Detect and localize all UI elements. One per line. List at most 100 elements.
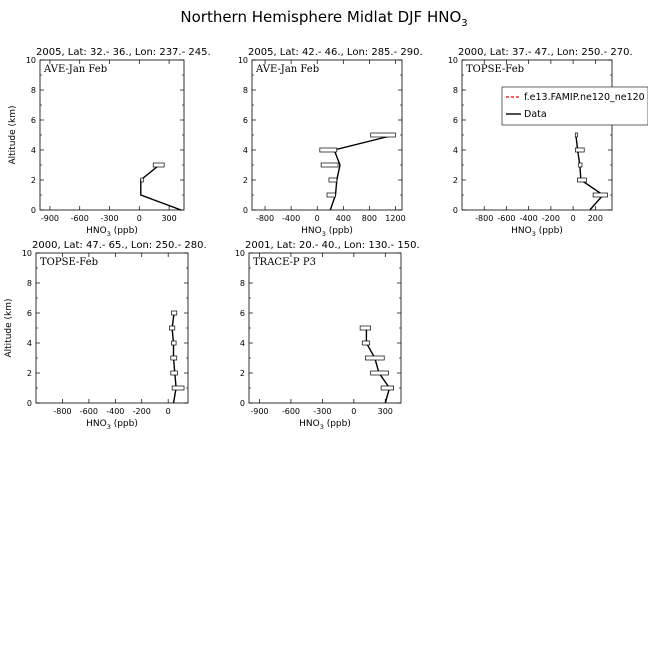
x-axis-label: HNO3 (ppb) bbox=[299, 419, 351, 431]
y-tick-label: 2 bbox=[31, 176, 36, 185]
y-tick-label: 6 bbox=[27, 309, 32, 318]
x-axis-label-main: HNO bbox=[86, 226, 107, 236]
y-tick-label: 8 bbox=[27, 279, 32, 288]
legend: f.e13.FAMIP.ne120_ne120 Data bbox=[501, 86, 648, 126]
plot-frame bbox=[461, 59, 613, 211]
panel-label: TRACE-P P3 bbox=[253, 257, 316, 268]
x-tick-label: -400 bbox=[520, 214, 538, 223]
x-tick-label: -300 bbox=[313, 407, 331, 416]
y-tick-label: 0 bbox=[240, 399, 245, 408]
panel-4: 2000, Lat: 47.- 65., Lon: 250.- 280. TOPS… bbox=[4, 240, 207, 431]
x-tick-label: -600 bbox=[497, 214, 515, 223]
data-range-box bbox=[370, 370, 389, 376]
y-tick-label: 6 bbox=[453, 116, 458, 125]
data-range-box bbox=[319, 147, 338, 153]
x-axis-label-sub: 3 bbox=[532, 230, 536, 238]
data-range-box bbox=[574, 132, 578, 138]
x-tick-label: -900 bbox=[250, 407, 268, 416]
data-line bbox=[365, 328, 391, 404]
data-line bbox=[329, 134, 395, 211]
y-tick-label: 4 bbox=[240, 339, 245, 348]
data-range-box bbox=[370, 132, 396, 138]
data-range-box bbox=[359, 325, 371, 331]
data-range-box bbox=[361, 340, 370, 346]
y-tick-label: 6 bbox=[240, 309, 245, 318]
figure-title: Northern Hemisphere Midlat DJF HNO3 bbox=[180, 8, 467, 29]
panels: 2005, Lat: 32.- 36., Lon: 237.- 245. AVE-… bbox=[4, 47, 633, 431]
x-tick-label: -800 bbox=[256, 214, 274, 223]
y-tick-label: 8 bbox=[453, 86, 458, 95]
panel-label: AVE-Jan Feb bbox=[43, 64, 107, 75]
plot-frame bbox=[248, 252, 402, 404]
x-tick-label: -200 bbox=[133, 407, 151, 416]
x-axis-label-unit: (ppb) bbox=[536, 226, 563, 236]
y-tick-label: 4 bbox=[27, 339, 32, 348]
data-range-box bbox=[140, 177, 144, 183]
y-tick-label: 8 bbox=[243, 86, 248, 95]
panel-title: 2000, Lat: 47.- 65., Lon: 250.- 280. bbox=[32, 240, 207, 251]
data-range-box bbox=[380, 385, 395, 391]
x-tick-label: -900 bbox=[41, 214, 59, 223]
x-tick-label: 0 bbox=[166, 407, 171, 416]
y-tick-label: 6 bbox=[31, 116, 36, 125]
x-axis-label-unit: (ppb) bbox=[111, 419, 138, 429]
x-tick-label: -600 bbox=[80, 407, 98, 416]
data-range-box bbox=[171, 310, 178, 316]
y-tick-label: 0 bbox=[453, 206, 458, 215]
x-tick-label: -200 bbox=[542, 214, 560, 223]
legend-model-label: f.e13.FAMIP.ne120_ne120 bbox=[524, 92, 645, 103]
plot-frame bbox=[39, 59, 185, 211]
x-tick-label: 300 bbox=[161, 214, 176, 223]
data-range-box bbox=[328, 177, 338, 183]
panel-title: 2000, Lat: 37.- 47., Lon: 250.- 270. bbox=[458, 47, 633, 58]
panel-label: TOPSE-Feb bbox=[40, 257, 98, 268]
y-tick-label: 2 bbox=[240, 369, 245, 378]
data-range-box bbox=[171, 340, 177, 346]
y-tick-label: 2 bbox=[27, 369, 32, 378]
y-tick-label: 8 bbox=[31, 86, 36, 95]
data-range-box bbox=[170, 355, 178, 361]
x-tick-label: 0 bbox=[571, 214, 576, 223]
y-tick-label: 0 bbox=[27, 399, 32, 408]
data-range-box bbox=[326, 192, 336, 198]
x-axis-label-main: HNO bbox=[86, 419, 107, 429]
x-tick-label: 200 bbox=[588, 214, 603, 223]
x-axis-label: HNO3 (ppb) bbox=[511, 226, 563, 238]
y-tick-label: 4 bbox=[31, 146, 36, 155]
x-axis-label: HNO3 (ppb) bbox=[86, 419, 138, 431]
y-tick-label: 4 bbox=[453, 146, 458, 155]
panel-5: 2001, Lat: 20.- 40., Lon: 130.- 150. TRAC… bbox=[235, 240, 420, 431]
data-range-box bbox=[365, 355, 385, 361]
x-tick-label: -600 bbox=[282, 407, 300, 416]
x-tick-label: -300 bbox=[100, 214, 118, 223]
panel-title: 2005, Lat: 32.- 36., Lon: 237.- 245. bbox=[36, 47, 211, 58]
x-tick-label: 400 bbox=[336, 214, 351, 223]
y-tick-label: 10 bbox=[238, 56, 248, 65]
x-axis-label-unit: (ppb) bbox=[111, 226, 138, 236]
y-tick-label: 4 bbox=[243, 146, 248, 155]
x-tick-label: -800 bbox=[475, 214, 493, 223]
panel-1: 2005, Lat: 32.- 36., Lon: 237.- 245. AVE-… bbox=[8, 47, 211, 238]
x-axis-label-sub: 3 bbox=[107, 423, 111, 431]
x-axis-label-main: HNO bbox=[301, 226, 322, 236]
data-range-box bbox=[574, 147, 585, 153]
x-axis-label-sub: 3 bbox=[322, 230, 326, 238]
panel-title: 2001, Lat: 20.- 40., Lon: 130.- 150. bbox=[245, 240, 420, 251]
x-tick-label: -400 bbox=[282, 214, 300, 223]
x-axis-label-sub: 3 bbox=[320, 423, 324, 431]
x-tick-label: 0 bbox=[351, 407, 356, 416]
x-axis-label: HNO3 (ppb) bbox=[86, 226, 138, 238]
x-tick-label: -800 bbox=[53, 407, 71, 416]
x-tick-label: 300 bbox=[378, 407, 393, 416]
y-tick-label: 10 bbox=[26, 56, 36, 65]
y-tick-label: 6 bbox=[243, 116, 248, 125]
data-range-box bbox=[592, 192, 608, 198]
data-range-box bbox=[171, 385, 185, 391]
y-tick-label: 0 bbox=[31, 206, 36, 215]
legend-box bbox=[501, 86, 648, 126]
x-tick-label: -400 bbox=[106, 407, 124, 416]
y-axis-label: Altitude (km) bbox=[4, 298, 14, 357]
x-axis-label-main: HNO bbox=[299, 419, 320, 429]
data-range-box bbox=[320, 162, 339, 168]
panel-label: AVE-Jan Feb bbox=[255, 64, 319, 75]
